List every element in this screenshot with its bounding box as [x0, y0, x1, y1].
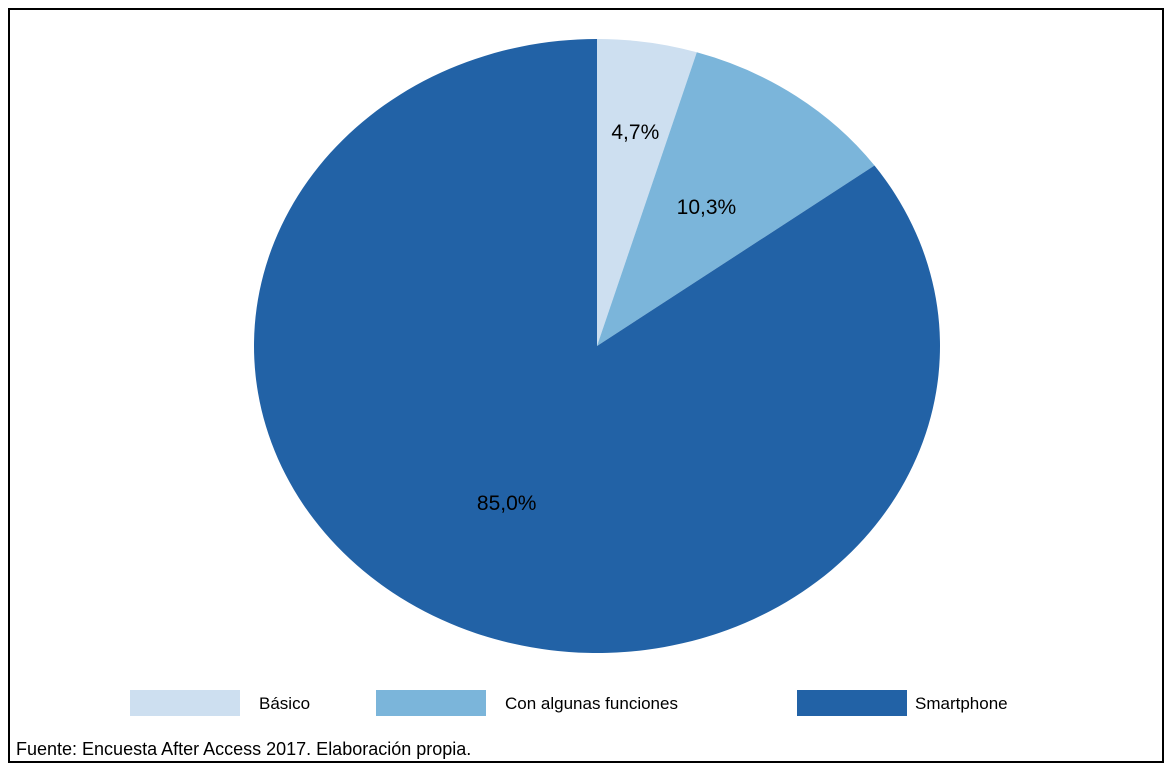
- figure-frame: [8, 8, 1164, 763]
- data-label-con-algunas-funciones: 10,3%: [677, 196, 737, 219]
- legend-label-basico: Básico: [259, 694, 311, 713]
- legend-swatch-smartphone: [797, 690, 907, 716]
- source-note: Fuente: Encuesta After Access 2017. Elab…: [16, 739, 472, 759]
- pie-data-labels: 4,7% 10,3% 85,0%: [477, 121, 736, 515]
- pie-slice-basico: [597, 39, 697, 346]
- legend-swatch-con-algunas-funciones: [376, 690, 486, 716]
- legend-label-con-algunas-funciones: Con algunas funciones: [505, 694, 678, 713]
- data-label-basico: 4,7%: [611, 121, 659, 144]
- data-label-smartphone: 85,0%: [477, 492, 537, 515]
- pie-slices: [254, 39, 941, 653]
- pie-slice-smartphone: [254, 39, 941, 653]
- legend-label-smartphone: Smartphone: [915, 694, 1008, 713]
- legend-swatch-basico: [130, 690, 240, 716]
- pie-slice-con-algunas-funciones: [597, 52, 875, 347]
